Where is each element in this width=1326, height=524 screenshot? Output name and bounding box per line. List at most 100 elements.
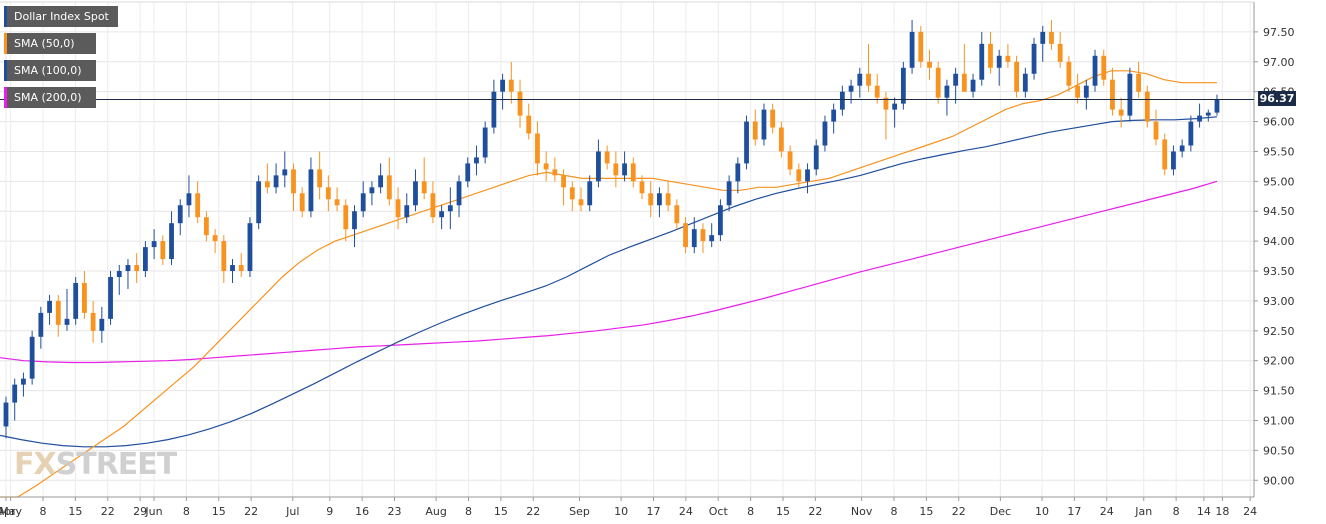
legend-item-sma-200[interactable]: SMA (200,0)	[4, 87, 96, 108]
candle	[1049, 19, 1054, 50]
candle-body	[317, 169, 323, 188]
candle	[709, 223, 715, 248]
legend-item-sma-100[interactable]: SMA (100,0)	[4, 60, 96, 81]
legend-item-dollar-index[interactable]: Dollar Index Spot	[4, 6, 118, 27]
y-tick-label: 94.50	[1263, 205, 1295, 218]
candle	[317, 151, 323, 200]
y-tick-label: 93.00	[1263, 295, 1295, 308]
candle	[874, 73, 880, 104]
candle	[822, 115, 828, 152]
candle	[500, 73, 505, 110]
legend-label: SMA (50,0)	[14, 37, 75, 50]
candle	[447, 187, 453, 230]
candle-body	[857, 73, 863, 86]
candle	[578, 187, 584, 212]
x-tick-label: 29	[133, 505, 147, 518]
x-tick-label: 8	[40, 505, 47, 518]
candle	[674, 199, 680, 230]
x-tick-label: Jan	[1134, 505, 1152, 518]
candle-body	[1136, 73, 1141, 92]
candle-body	[1153, 121, 1159, 140]
candle-body	[944, 85, 950, 98]
candle	[918, 25, 924, 68]
candle-body	[526, 115, 532, 134]
candle	[787, 145, 793, 176]
legend-item-sma-50[interactable]: SMA (50,0)	[4, 33, 96, 54]
candle	[456, 175, 462, 218]
x-tick-label: 18	[1215, 505, 1229, 518]
candle	[282, 151, 288, 188]
legend-label: Dollar Index Spot	[14, 10, 109, 23]
candle-body	[866, 73, 871, 86]
sma-100-layer	[0, 116, 1218, 448]
candle	[813, 139, 819, 176]
candle-body	[988, 43, 993, 68]
candle	[325, 175, 331, 212]
candle	[264, 163, 270, 194]
candle-body	[691, 229, 697, 248]
candle-body	[1101, 55, 1107, 80]
candle-body	[1214, 99, 1220, 113]
candle	[900, 61, 906, 110]
candle-body	[752, 121, 758, 140]
candle	[212, 229, 218, 254]
candle-body	[683, 223, 688, 248]
candle	[125, 259, 131, 289]
candle-body	[360, 193, 366, 212]
y-tick-label: 90.00	[1263, 474, 1295, 487]
candle-body	[500, 79, 505, 92]
candle-body	[386, 175, 392, 200]
candle-body	[421, 181, 427, 194]
candle-body	[413, 181, 418, 206]
sma-100-line	[0, 116, 1218, 448]
candle-body	[822, 121, 828, 146]
x-tick-label: Nov	[851, 505, 873, 518]
candle	[474, 145, 479, 176]
candle-body	[195, 193, 201, 218]
candle-body	[961, 73, 967, 92]
candle	[726, 175, 732, 212]
candle	[221, 235, 227, 283]
sma-50-line	[0, 70, 1217, 498]
candle-body	[1022, 73, 1028, 92]
candle-body	[352, 211, 357, 230]
legend-label: SMA (200,0)	[14, 91, 82, 104]
y-tick-label: 92.50	[1263, 325, 1295, 338]
candle	[961, 43, 967, 92]
candle	[64, 288, 70, 331]
candle-body	[55, 300, 61, 325]
candle	[38, 306, 44, 349]
x-tick-label: Apr	[0, 505, 16, 518]
x-tick-label: Jun	[144, 505, 162, 518]
candle	[1188, 115, 1194, 152]
x-tick-label: 23	[388, 505, 402, 518]
candle	[134, 253, 140, 283]
candle-body	[160, 241, 166, 260]
candle	[866, 43, 871, 92]
candle	[378, 163, 384, 194]
candle-body	[273, 175, 279, 188]
y-tick-label: 96.00	[1263, 116, 1295, 129]
candle-body	[735, 163, 741, 182]
x-tick-label: 24	[679, 505, 693, 518]
candle-body	[587, 181, 593, 206]
candle-body	[21, 378, 26, 385]
candle-body	[778, 127, 784, 152]
candle	[613, 151, 619, 188]
candle-body	[169, 223, 174, 260]
candle-body	[264, 181, 270, 188]
candle-body	[430, 193, 436, 218]
candle	[1127, 67, 1133, 122]
candle-body	[142, 247, 148, 272]
candle	[404, 193, 410, 224]
candle	[552, 157, 558, 182]
candle-body	[203, 217, 209, 236]
candle	[752, 109, 758, 146]
candle	[1083, 79, 1089, 110]
candle-body	[186, 193, 192, 206]
candle-body	[12, 384, 18, 403]
y-tick-label: 95.00	[1263, 175, 1295, 188]
candle-body	[996, 55, 1002, 68]
candle	[639, 175, 645, 200]
